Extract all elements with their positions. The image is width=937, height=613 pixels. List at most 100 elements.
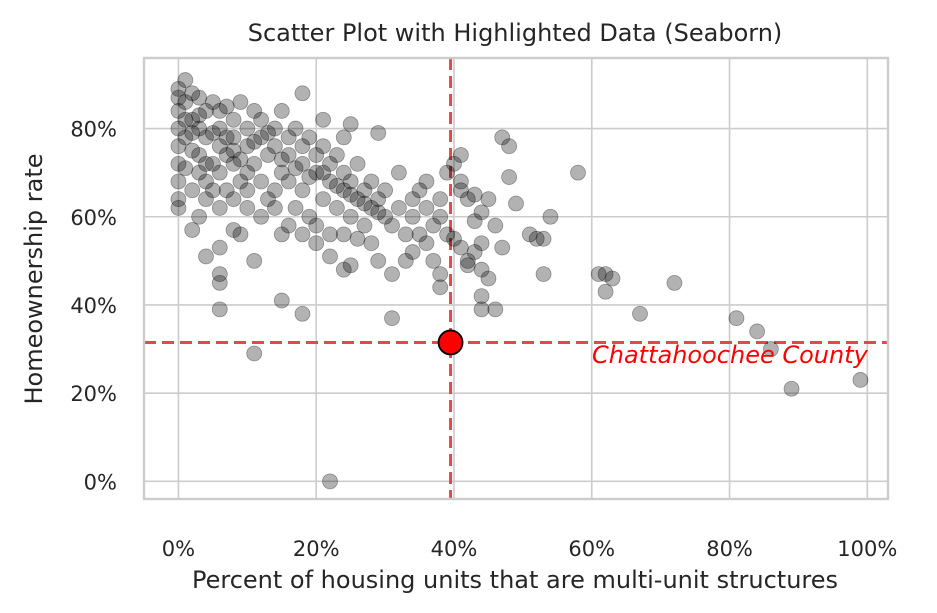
data-point [466,186,483,203]
data-point [604,270,621,287]
data-point [494,239,511,256]
x-tick-labels: 0% 20% 40% 60% 80% 100% [162,537,898,561]
y-axis-title: Homeownership rate [20,153,48,404]
y-tick-label: 80% [70,118,117,142]
data-point [418,200,435,216]
data-point [170,200,187,216]
data-point [287,200,304,216]
plot-frame [142,56,890,501]
data-point [439,226,456,243]
data-point [191,164,208,181]
data-point [349,230,366,247]
data-point [225,111,242,128]
data-point [184,222,201,238]
data-point [411,182,428,199]
data-point [280,147,297,163]
data-point [191,208,208,225]
data-point [225,129,242,146]
data-point [218,147,235,163]
data-point [632,305,648,322]
data-point [239,182,256,199]
data-point [390,200,407,216]
data-point [377,208,394,225]
data-point [432,191,449,208]
data-point [170,89,187,106]
data-point [260,147,276,163]
data-point [191,89,208,106]
data-point [184,111,201,128]
data-point [211,164,228,181]
data-point [232,173,249,190]
data-point [184,142,201,159]
data-point [184,85,201,102]
data-point [294,182,311,199]
data-point [287,120,304,137]
data-point [239,120,256,137]
data-point [225,191,242,208]
data-point [473,204,490,221]
data-point [452,173,469,190]
data-point [466,213,483,230]
y-tick-label: 0% [84,470,117,494]
data-point [211,120,228,137]
highlight-layer [437,329,464,356]
data-point [404,244,421,260]
data-point [204,182,221,199]
data-point [177,111,194,128]
data-point [273,151,290,168]
data-point [211,239,228,256]
data-point [597,266,614,282]
data-point [211,266,228,282]
data-point [390,164,407,181]
data-point [322,173,338,190]
scatter-points [170,72,869,490]
data-point [253,129,270,146]
data-point [170,103,187,119]
data-point [218,129,235,146]
data-point [239,164,256,181]
data-point [335,129,352,146]
data-point [356,217,373,234]
data-point [597,283,614,300]
data-point [487,217,504,234]
data-point [528,230,545,247]
data-point [177,129,194,146]
data-point [432,208,449,225]
data-point [301,208,318,225]
y-tick-label: 40% [70,294,117,318]
x-axis-title: Percent of housing units that are multi-… [192,566,838,594]
data-point [852,372,869,388]
x-tick-label: 60% [568,537,615,561]
data-point [418,173,435,190]
data-point [308,235,325,252]
data-point [177,94,194,110]
x-tick-label: 20% [293,537,340,561]
data-point [170,155,187,172]
data-point [342,186,359,203]
data-point [349,155,366,172]
x-tick-label: 40% [431,537,478,561]
y-tick-label: 20% [70,382,117,406]
data-point [590,266,607,282]
data-point [749,323,766,340]
chart-title: Scatter Plot with Highlighted Data (Seab… [248,19,783,47]
data-point [363,173,380,190]
data-point [246,345,263,362]
data-point [322,473,338,490]
data-point [335,226,352,243]
data-point [322,155,338,172]
data-point [225,155,242,172]
data-point [452,239,469,256]
data-point [266,138,283,155]
data-point [446,230,462,247]
data-point [253,208,270,225]
data-point [363,200,380,216]
data-point [535,266,552,282]
x-tick-label: 80% [706,537,753,561]
data-point [508,195,524,212]
data-point [452,147,469,163]
data-point [225,142,242,159]
data-point [466,244,483,260]
highlighted-point [437,329,464,356]
